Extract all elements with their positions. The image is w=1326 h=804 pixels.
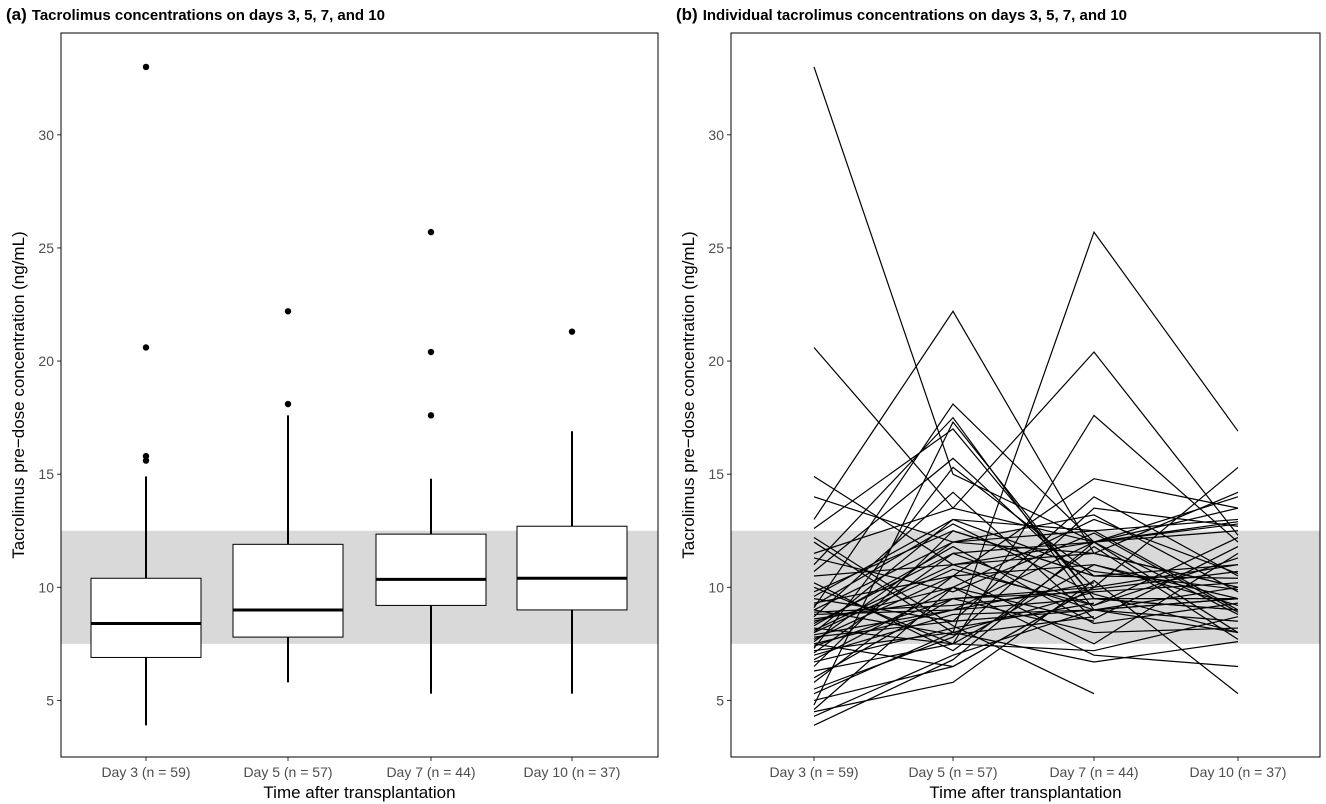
x-tick-label: Day 3 (n = 59)	[101, 764, 190, 780]
individual-series-line	[813, 351, 1239, 554]
individual-series-line	[813, 491, 1239, 620]
individual-series-line	[813, 414, 1239, 645]
y-tick-label: 10	[708, 579, 724, 595]
individual-series-line	[813, 523, 1239, 616]
panel-a-title-tag: (a)	[6, 5, 27, 24]
individual-series-line	[813, 518, 1239, 634]
individual-series-line	[813, 478, 1239, 640]
panel-b-frame	[730, 32, 1321, 758]
x-tick-label: Day 10 (n = 37)	[524, 764, 621, 780]
box-iqr	[232, 543, 344, 638]
x-tick-label: Day 7 (n = 44)	[1049, 764, 1138, 780]
panel-a-x-axis-title: Time after transplantation	[263, 783, 455, 802]
individual-series-line	[813, 582, 1239, 679]
individual-series-line	[813, 421, 1239, 706]
individual-series-line	[813, 530, 1095, 667]
individual-series-line	[813, 545, 1239, 627]
individual-series-line	[813, 545, 1239, 652]
y-tick-label: 30	[38, 127, 54, 143]
individual-series-line	[813, 536, 1239, 625]
individual-series-line	[813, 586, 1239, 717]
panel-a-boxplot: (a) Tacrolimus concentrations on days 3, …	[6, 5, 659, 802]
individual-series-line	[813, 537, 1095, 695]
outlier-point	[142, 452, 150, 460]
panel-b-title-text: Individual tacrolimus concentrations on …	[703, 7, 1127, 24]
panel-b-individual-lines	[813, 66, 1239, 726]
y-tick-label: 10	[38, 579, 54, 595]
panel-a-y-axis-title: Tacrolimus pre−dose concentration (ng/mL…	[9, 231, 28, 558]
individual-series-line	[813, 602, 1095, 663]
y-tick-label: 15	[708, 466, 724, 482]
box-group	[232, 308, 344, 683]
panel-b-y-axis-title: Tacrolimus pre−dose concentration (ng/mL…	[679, 231, 698, 558]
panel-b-title: (b) Individual tacrolimus concentrations …	[676, 5, 1127, 24]
outlier-point	[142, 63, 150, 71]
panel-a-title-text: Tacrolimus concentrations on days 3, 5, …	[32, 7, 385, 24]
individual-series-line	[813, 586, 1095, 710]
y-tick-label: 30	[708, 127, 724, 143]
y-tick-label: 5	[46, 692, 54, 708]
outlier-point	[142, 457, 150, 464]
box-group	[90, 63, 202, 726]
x-tick-label: Day 5 (n = 57)	[243, 764, 332, 780]
y-tick-label: 20	[38, 353, 54, 369]
panel-b-y-axis: 5 10 15 20 25 30	[708, 127, 731, 708]
box-iqr	[90, 577, 202, 658]
individual-series-line	[813, 582, 1095, 645]
individual-series-line	[813, 532, 1239, 613]
panel-a-x-axis: Day 3 (n = 59) Day 5 (n = 57) Day 7 (n = 4…	[101, 757, 620, 780]
panel-a-boxes	[90, 63, 628, 726]
individual-series-line	[813, 631, 1239, 695]
individual-series-line	[813, 457, 1239, 589]
y-tick-label: 25	[38, 240, 54, 256]
outlier-point	[142, 344, 150, 351]
individual-series-line	[813, 403, 1239, 609]
individual-series-line	[813, 579, 1239, 713]
panel-a-y-axis: 5 10 15 20 25 30	[38, 127, 61, 708]
individual-series-line	[813, 609, 1095, 636]
box-group	[516, 328, 628, 694]
box-iqr	[516, 525, 628, 611]
individual-series-line	[813, 530, 1239, 726]
box-iqr	[375, 533, 487, 606]
x-tick-label: Day 5 (n = 57)	[908, 764, 997, 780]
panel-a-frame	[60, 32, 659, 758]
x-tick-label: Day 7 (n = 44)	[386, 764, 475, 780]
outlier-point	[284, 400, 292, 408]
box-group	[375, 228, 487, 694]
x-tick-label: Day 3 (n = 59)	[769, 764, 858, 780]
y-tick-label: 5	[716, 692, 724, 708]
x-tick-label: Day 10 (n = 37)	[1190, 764, 1287, 780]
panel-b-spaghetti-plot: (b) Individual tacrolimus concentrations …	[676, 5, 1321, 802]
panel-b-x-axis-title: Time after transplantation	[929, 783, 1121, 802]
panel-b-x-axis: Day 3 (n = 59) Day 5 (n = 57) Day 7 (n = 4…	[769, 757, 1286, 780]
individual-series-line	[813, 518, 1239, 597]
individual-series-line	[813, 514, 1239, 643]
individual-series-line	[813, 586, 1239, 668]
individual-series-line	[813, 609, 1239, 656]
panel-b-title-tag: (b)	[676, 5, 698, 24]
y-tick-label: 25	[708, 240, 724, 256]
individual-series-line	[813, 586, 1095, 702]
panel-a-title: (a) Tacrolimus concentrations on days 3, …	[6, 5, 385, 24]
individual-series-line	[813, 557, 1239, 634]
individual-series-line	[813, 230, 1239, 634]
y-tick-label: 20	[708, 353, 724, 369]
outlier-point	[427, 228, 435, 236]
outlier-point	[284, 308, 292, 315]
individual-series-line	[813, 496, 1239, 654]
outlier-point	[427, 412, 435, 419]
outlier-point	[427, 348, 435, 356]
y-tick-label: 15	[38, 466, 54, 482]
outlier-point	[568, 328, 576, 335]
